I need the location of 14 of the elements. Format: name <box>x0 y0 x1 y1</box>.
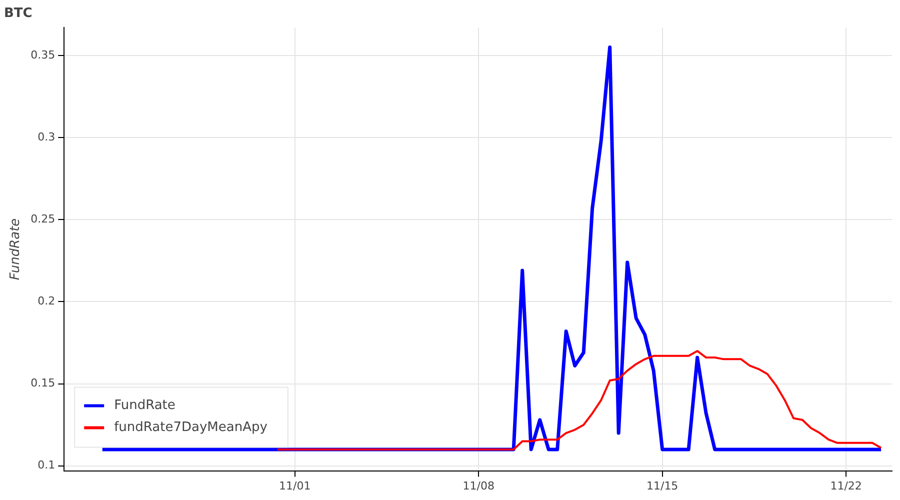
y-tick-label: 0.3 <box>38 130 56 144</box>
y-tick-label: 0.25 <box>30 212 56 226</box>
x-tick-label: 11/01 <box>279 479 311 492</box>
x-tick-label: 11/15 <box>646 479 678 492</box>
y-tick-label: 0.15 <box>30 376 56 390</box>
x-tick-label: 11/22 <box>830 479 862 492</box>
y-tick-label: 0.35 <box>30 48 56 62</box>
y-axis-title: FundRate <box>8 218 24 280</box>
legend-label: FundRate <box>114 398 176 414</box>
y-tick-label: 0.2 <box>38 294 56 308</box>
chart-title: BTC <box>4 6 32 22</box>
y-tick-label: 0.1 <box>38 458 56 472</box>
legend-label: fundRate7DayMeanApy <box>114 420 268 436</box>
x-tick-label: 11/08 <box>462 479 494 492</box>
